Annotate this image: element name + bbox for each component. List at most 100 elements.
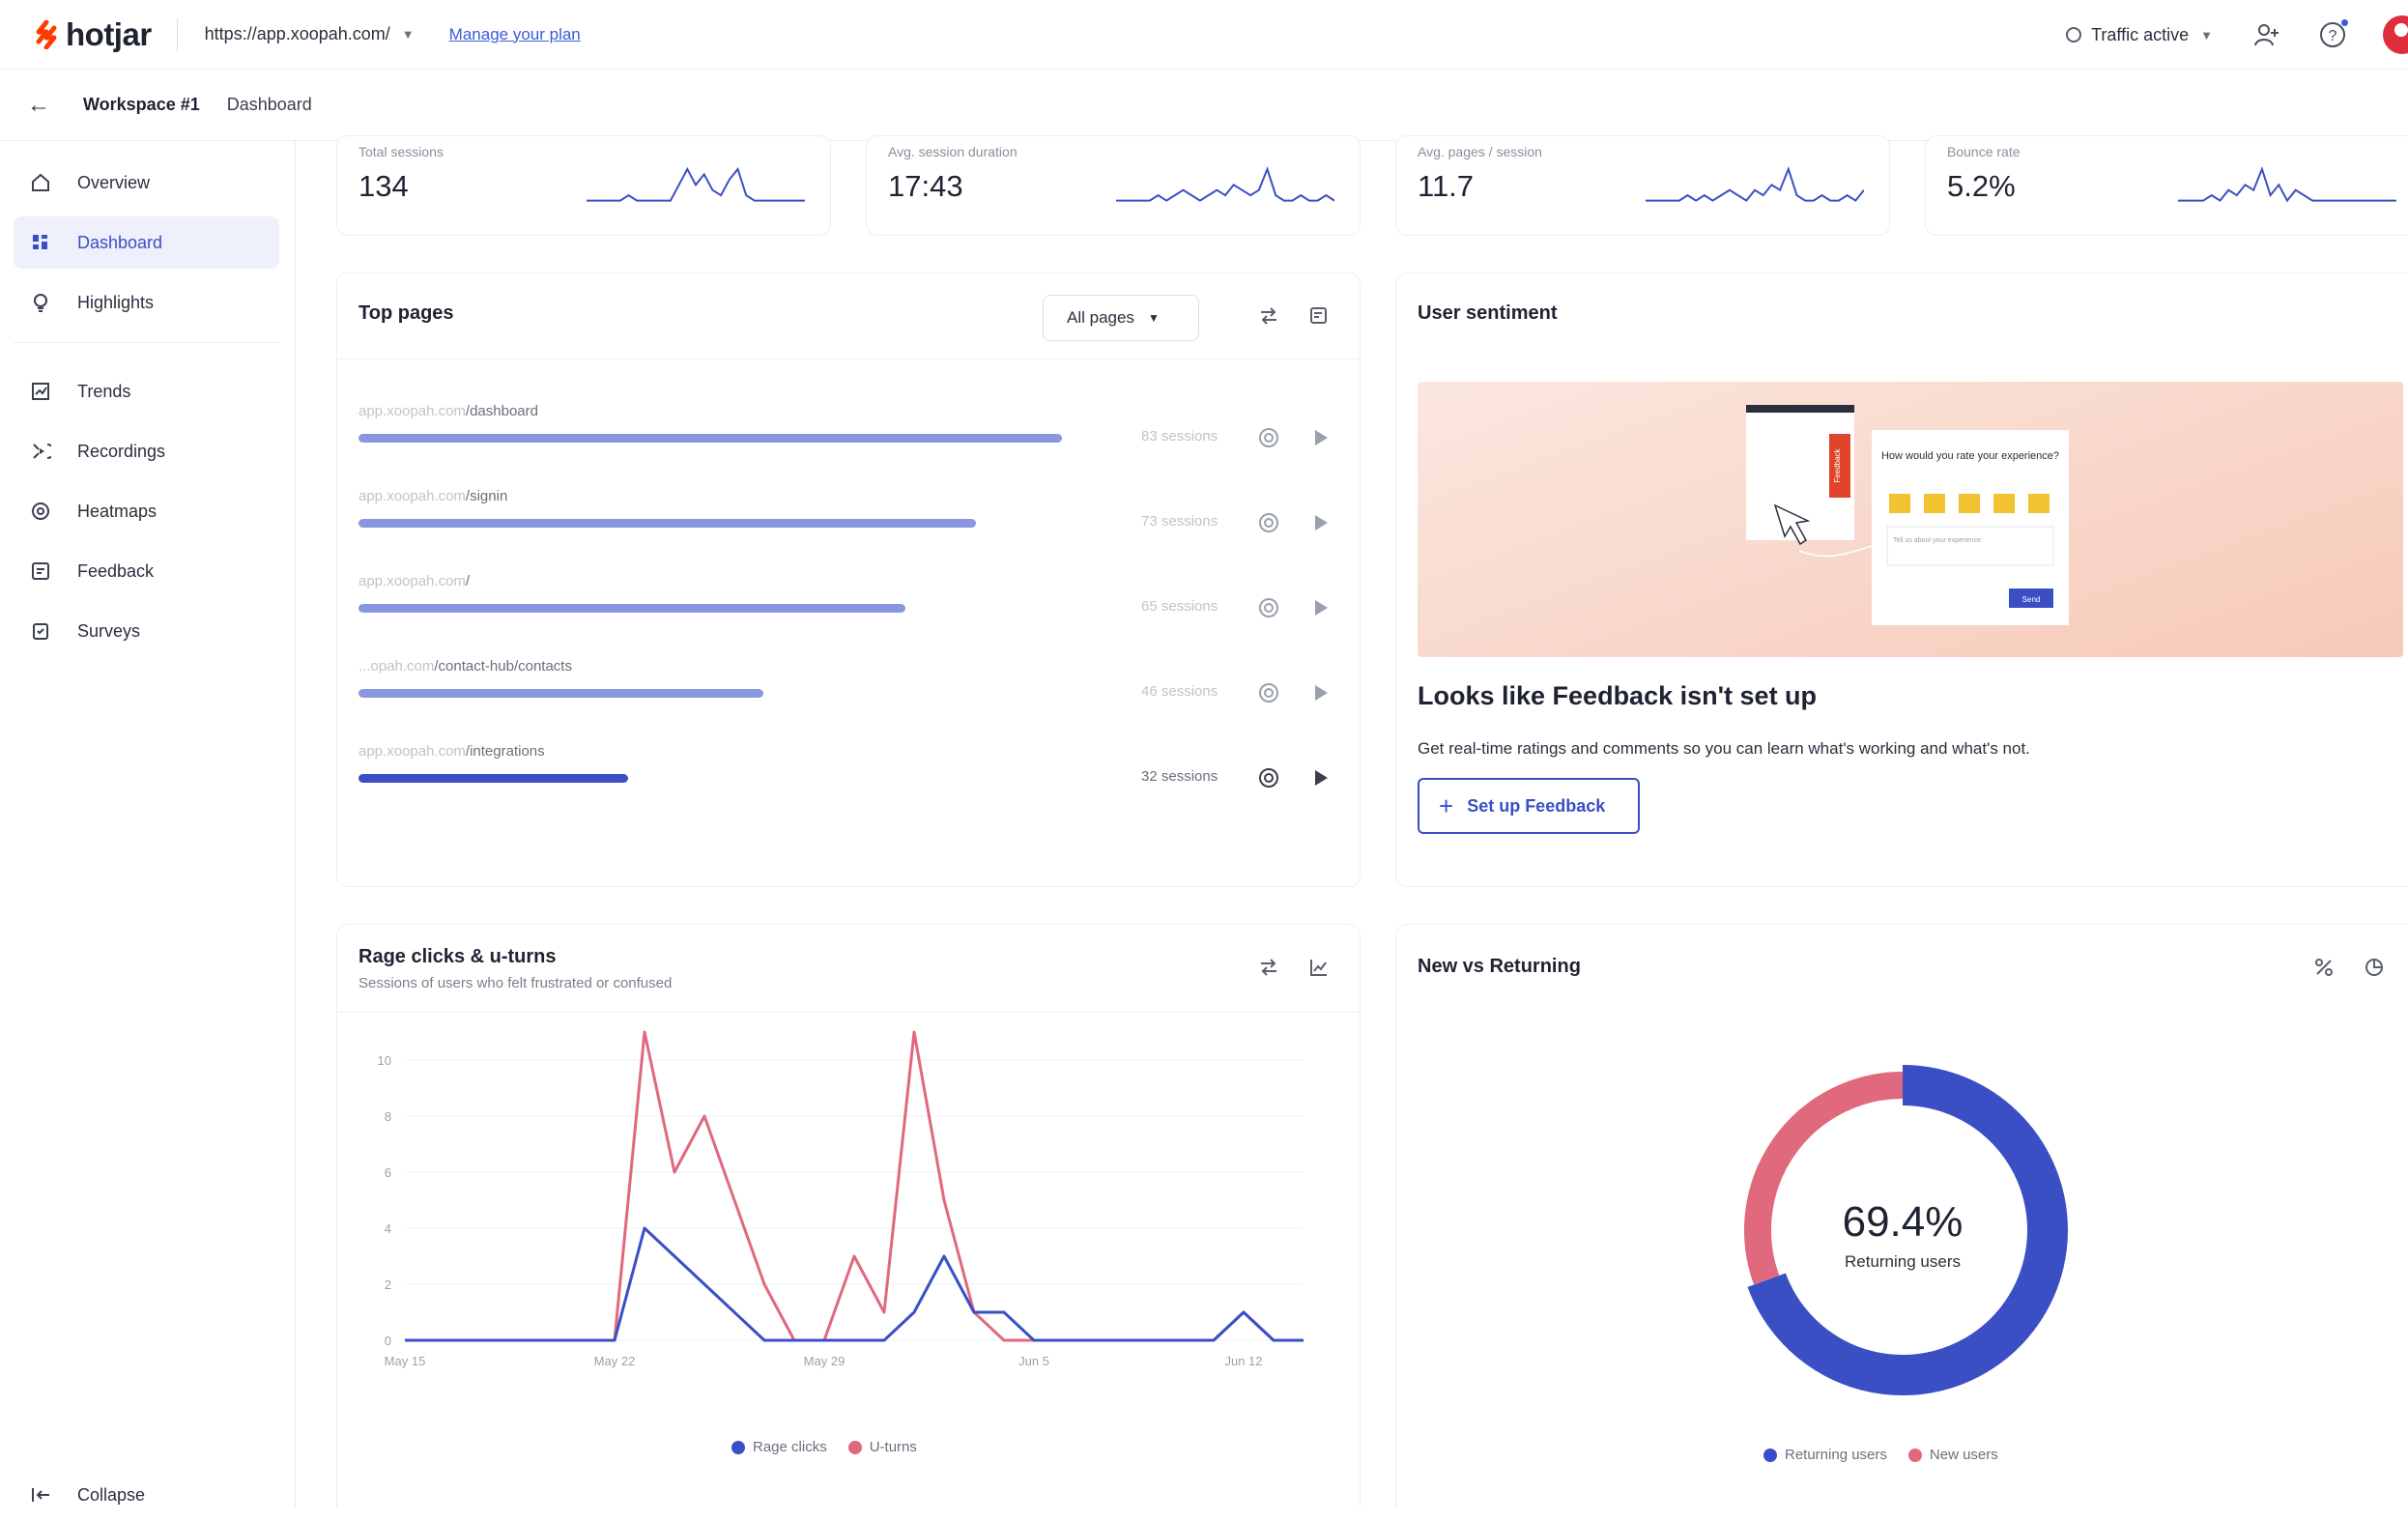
page-session-bar [358, 434, 1062, 443]
top-page-row[interactable]: app.xoopah.com/65 sessions [358, 573, 1334, 631]
page-sessions-count: 73 sessions [1141, 513, 1218, 530]
page-sessions-count: 46 sessions [1141, 683, 1218, 700]
sidebar-item-trends[interactable]: Trends [14, 365, 279, 417]
legend-item-returning-users[interactable]: Returning users [1763, 1447, 1887, 1463]
user-avatar[interactable] [2383, 15, 2408, 54]
pie-chart-icon[interactable] [2361, 954, 2388, 981]
manage-plan-link[interactable]: Manage your plan [448, 24, 581, 43]
sidebar-item-dashboard[interactable]: Dashboard [14, 216, 279, 269]
page-path: /integrations [465, 743, 545, 760]
page-path: /dashboard [465, 403, 538, 419]
legend-label: Returning users [1785, 1447, 1887, 1463]
top-page-row[interactable]: app.xoopah.com/dashboard 83 sessions [358, 403, 1334, 461]
help-icon[interactable]: ? [2317, 19, 2348, 50]
heatmap-icon[interactable] [1257, 766, 1280, 789]
legend-dot [847, 1440, 862, 1454]
metric-sparkline [587, 166, 805, 202]
compare-icon[interactable] [1255, 302, 1282, 330]
heatmap-icon[interactable] [1257, 426, 1280, 449]
percent-icon[interactable] [2310, 954, 2337, 981]
play-recording-icon[interactable] [1310, 766, 1332, 789]
setup-feedback-button[interactable]: + Set up Feedback [1418, 778, 1640, 834]
top-page-row[interactable]: ...opah.com/contact-hub/contacts 46 sessi… [358, 658, 1334, 716]
legend-dot [1907, 1448, 1922, 1462]
x-tick-label: May 22 [594, 1354, 636, 1368]
sparkline-series [587, 166, 805, 202]
metric-value: 17:43 [888, 169, 963, 203]
metric-card-session-duration: Avg. session duration 17:43 [866, 135, 1361, 236]
invite-user-icon[interactable] [2251, 19, 2282, 50]
play-recording-icon[interactable] [1310, 681, 1332, 704]
page-sessions-count: 83 sessions [1141, 428, 1218, 445]
top-page-row[interactable]: app.xoopah.com/integrations 32 sessions [358, 743, 1334, 801]
series-line-rage-clicks [405, 1226, 1304, 1342]
traffic-status[interactable]: Traffic active ▼ [2066, 25, 2213, 45]
page-url[interactable]: app.xoopah.com/signin [358, 488, 507, 504]
new-vs-returning-card: New vs Returning 69.4% Returning users R… [1395, 924, 2408, 1507]
lightbulb-icon [29, 291, 52, 314]
sentiment-heading: Looks like Feedback isn't set up [1418, 681, 1818, 710]
play-recording-icon[interactable] [1310, 511, 1332, 534]
top-page-row[interactable]: app.xoopah.com/signin 73 sessions [358, 488, 1334, 546]
donut-slice-returning-users[interactable] [1747, 1065, 2068, 1395]
recordings-icon [29, 440, 52, 463]
donut-slice-new-users[interactable] [1744, 1072, 1904, 1285]
page-url[interactable]: app.xoopah.com/ [358, 573, 470, 589]
legend-label: New users [1929, 1447, 1998, 1463]
trends-icon [29, 380, 52, 403]
setup-feedback-label: Set up Feedback [1467, 795, 1606, 816]
sidebar-item-label: Trends [77, 381, 131, 401]
play-recording-icon[interactable] [1310, 596, 1332, 619]
metric-card-total-sessions: Total sessions 134 [336, 135, 831, 236]
chevron-down-icon: ▼ [401, 27, 415, 42]
legend-item-u-turns[interactable]: U-turns [847, 1439, 917, 1455]
sidebar-item-recordings[interactable]: Recordings [14, 425, 279, 477]
page-domain: ...opah.com [358, 658, 435, 674]
sidebar-item-overview[interactable]: Overview [14, 157, 279, 209]
sparkline-series [1116, 166, 1334, 202]
page-url[interactable]: app.xoopah.com/dashboard [358, 403, 538, 419]
site-selector[interactable]: https://app.xoopah.com/ ▼ [205, 24, 415, 44]
play-recording-icon[interactable] [1310, 426, 1332, 449]
page-url[interactable]: app.xoopah.com/integrations [358, 743, 545, 760]
card-title: Rage clicks & u-turns [358, 946, 557, 967]
heatmap-icon[interactable] [1257, 596, 1280, 619]
compare-icon[interactable] [1255, 954, 1282, 981]
widget-tab-label: Feedback [1833, 447, 1842, 482]
heatmap-icon[interactable] [1257, 681, 1280, 704]
sidebar-item-label: Recordings [77, 441, 166, 461]
page-domain: app.xoopah.com [358, 743, 466, 760]
sidebar-item-feedback[interactable]: Feedback [14, 545, 279, 597]
page-domain: app.xoopah.com [358, 573, 466, 589]
x-tick-label: Jun 5 [1018, 1354, 1049, 1368]
surveys-icon [29, 619, 52, 643]
page-sessions-count: 65 sessions [1141, 598, 1218, 615]
hotjar-logo[interactable]: hotjar [33, 16, 152, 53]
notes-icon[interactable] [1305, 302, 1333, 330]
sidebar-item-heatmaps[interactable]: Heatmaps [14, 485, 279, 537]
widget-question: How would you rate your experience? [1881, 450, 2059, 462]
page-url[interactable]: ...opah.com/contact-hub/contacts [358, 658, 572, 674]
legend-item-rage-clicks[interactable]: Rage clicks [731, 1439, 827, 1455]
series-line-u-turns [405, 1030, 1304, 1342]
collapse-sidebar-button[interactable]: Collapse [14, 1469, 279, 1521]
page-domain: app.xoopah.com [358, 488, 466, 504]
new-vs-returning-donut: 69.4% Returning users [1744, 1065, 2068, 1395]
sidebar-item-highlights[interactable]: Highlights [14, 276, 279, 329]
metric-value: 134 [358, 169, 409, 203]
legend-label: U-turns [869, 1439, 917, 1455]
pages-filter-dropdown[interactable]: All pages ▼ [1043, 295, 1199, 341]
legend-dot [1763, 1448, 1777, 1462]
legend-item-new-users[interactable]: New users [1907, 1447, 1998, 1463]
y-tick-label: 6 [385, 1165, 391, 1180]
y-tick-label: 4 [385, 1221, 391, 1236]
page-session-bar [358, 604, 905, 613]
home-icon [29, 171, 52, 194]
sidebar-item-label: Highlights [77, 292, 155, 312]
sidebar-item-surveys[interactable]: Surveys [14, 605, 279, 657]
chart-type-icon[interactable] [1305, 954, 1333, 981]
chevron-down-icon: ▼ [2200, 27, 2213, 43]
breadcrumb-workspace[interactable]: Workspace #1 [83, 95, 200, 114]
heatmap-icon[interactable] [1257, 511, 1280, 534]
back-arrow-icon[interactable]: ← [27, 91, 50, 118]
